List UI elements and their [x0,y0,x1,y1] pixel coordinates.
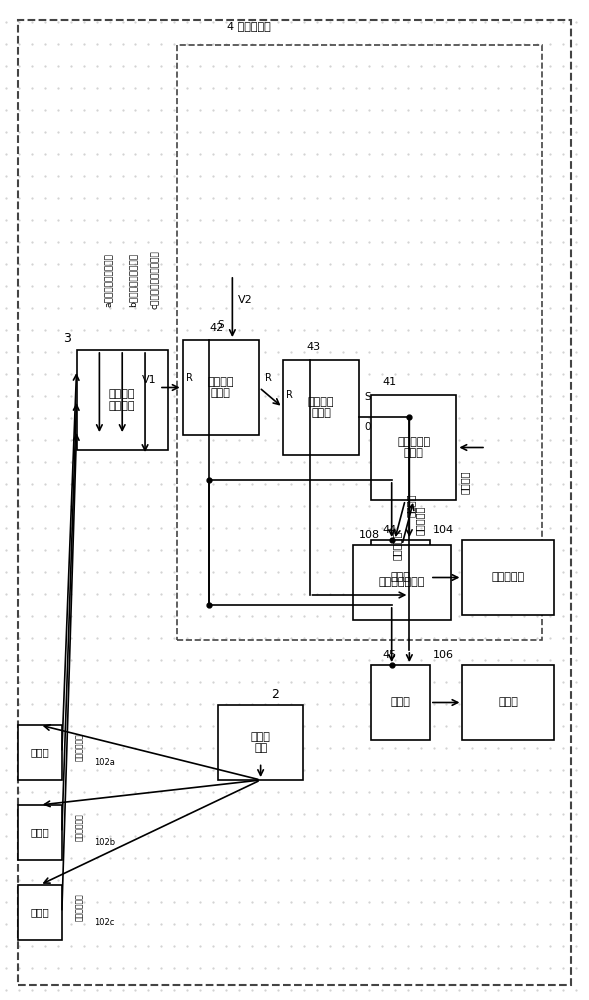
Text: V1: V1 [141,375,156,385]
Text: 运転状态信号: 运転状态信号 [75,734,84,761]
Text: b（一条泵运转信号）: b（一条泵运转信号） [128,253,137,307]
Text: 第一泵: 第一泵 [31,748,49,758]
Text: 45: 45 [383,650,397,660]
Text: 第三泵: 第三泵 [31,908,49,918]
Text: 106: 106 [432,650,454,660]
Text: 检測温度: 检測温度 [406,493,416,517]
Text: 乘法器: 乘法器 [391,698,411,708]
Text: R: R [286,390,293,400]
Text: 2: 2 [271,688,279,702]
Text: 102c: 102c [94,918,115,927]
Text: 温度检测传感器: 温度检测传感器 [379,578,425,587]
Text: 泵控制
机构: 泵控制 机构 [251,732,270,753]
Text: 3: 3 [63,332,71,344]
Text: 102b: 102b [94,838,115,847]
Text: 阀开度信号
计算部: 阀开度信号 计算部 [397,437,431,458]
Text: 108: 108 [359,530,380,540]
Text: R: R [265,373,272,383]
Text: c（多台泵运转信号））: c（多台泵运转信号）） [151,251,160,309]
Text: 第二泵: 第二泵 [31,828,49,838]
Text: 104: 104 [432,525,454,535]
Text: 4 阀控制机构: 4 阀控制机构 [227,21,270,31]
Bar [183,340,259,435]
Text: S: S [217,320,224,330]
Text: 阀开度信号: 阀开度信号 [392,530,401,560]
Text: 102a: 102a [94,758,115,767]
Text: V2: V2 [238,295,253,305]
Bar [371,395,456,500]
Bar [18,725,62,780]
Text: 乘法器: 乘法器 [391,572,411,582]
Bar [462,540,554,615]
Text: S: S [364,392,370,402]
Text: 44: 44 [383,525,397,535]
Text: 43: 43 [306,342,320,352]
Bar [462,665,554,740]
Bar [218,705,303,780]
Bar [353,545,451,620]
Bar [77,350,168,450]
Text: 运転状态信号: 运転状态信号 [75,814,84,841]
Text: 阀开度信号: 阀开度信号 [415,505,425,535]
Text: 运转台数
检测机构: 运转台数 检测机构 [109,389,135,411]
Bar [371,665,430,740]
Text: 温度阈值: 温度阈值 [459,471,469,494]
Text: 0: 0 [364,422,370,432]
Text: 运転状态信号: 运転状态信号 [75,894,84,921]
Bar [283,360,359,455]
Text: 42: 42 [209,323,223,333]
Text: R: R [186,373,193,383]
Bar [18,885,62,940]
Text: 旁通阀: 旁通阀 [498,698,518,708]
Text: 41: 41 [383,377,397,387]
Text: 第一信号
切换器: 第一信号 切换器 [208,377,234,398]
Text: a（泵全部停止信号）: a（泵全部停止信号） [105,253,114,307]
Text: 流量控制阀: 流量控制阀 [491,572,525,582]
Text: 第二信号
切换器: 第二信号 切换器 [308,397,334,418]
Bar [371,540,430,615]
Bar [18,805,62,860]
